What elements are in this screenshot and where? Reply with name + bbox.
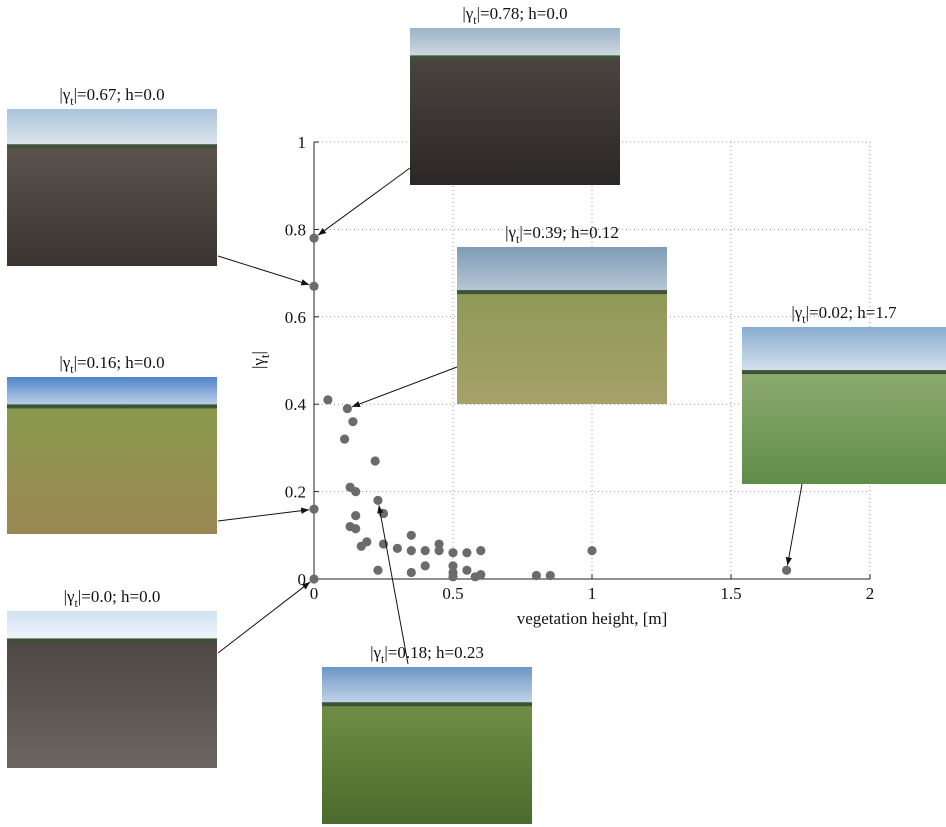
annotation-text: |=0.0; h=0.0 xyxy=(78,587,161,606)
scatter-point xyxy=(476,570,485,579)
annotation-text: |=0.18; h=0.23 xyxy=(384,643,484,662)
scatter-point xyxy=(373,566,382,575)
annotation: |γt|=0.67; h=0.0 xyxy=(7,85,309,285)
scatter-point xyxy=(343,404,352,413)
annotation-arrow xyxy=(379,505,408,664)
annotation-label: |γt|=0.02; h=1.7 xyxy=(791,303,897,326)
x-tick-label: 2 xyxy=(866,584,875,603)
photo-field xyxy=(410,59,620,185)
annotation-arrow xyxy=(218,510,309,521)
annotation-label: |γt|=0.0; h=0.0 xyxy=(64,587,161,610)
annotation-label: |γt|=0.67; h=0.0 xyxy=(59,85,164,108)
y-label-symbol: |γ xyxy=(249,358,268,369)
annotation-arrow xyxy=(218,582,310,653)
scatter-point xyxy=(448,572,457,581)
chart: vegetation height, [m] |γt| 00.511.5200.… xyxy=(0,0,946,827)
scatter-point xyxy=(476,546,485,555)
photo-field xyxy=(7,642,217,768)
scatter-point xyxy=(309,282,318,291)
annotation-symbol: |γ xyxy=(791,303,802,322)
annotation-label: |γt|=0.39; h=0.12 xyxy=(505,223,619,246)
scatter-point xyxy=(546,571,555,580)
annotation-arrow xyxy=(787,484,802,565)
annotation-label: |γt|=0.78; h=0.0 xyxy=(462,4,567,27)
annotation-label: |γt|=0.16; h=0.0 xyxy=(59,353,164,376)
scatter-point xyxy=(421,561,430,570)
scatter-point xyxy=(407,531,416,540)
annotation-symbol: |γ xyxy=(59,85,70,104)
scatter-point xyxy=(351,511,360,520)
x-tick-label: 0.5 xyxy=(442,584,463,603)
annotation-symbol: |γ xyxy=(462,4,473,23)
scatter-point xyxy=(782,566,791,575)
annotation-text: |=0.39; h=0.12 xyxy=(519,223,619,242)
x-axis-label: vegetation height, [m] xyxy=(517,609,668,628)
photo-field xyxy=(7,148,217,266)
annotation: |γt|=0.78; h=0.0 xyxy=(318,4,620,235)
scatter-point xyxy=(371,456,380,465)
annotation: |γt|=0.02; h=1.7 xyxy=(742,303,946,565)
photo-sky xyxy=(7,377,217,408)
annotation-text: |=0.78; h=0.0 xyxy=(477,4,568,23)
scatter-point xyxy=(587,546,596,555)
photo-sky xyxy=(7,109,217,148)
annotation-symbol: |γ xyxy=(64,587,75,606)
scatter-point xyxy=(340,435,349,444)
annotation-symbol: |γ xyxy=(59,353,70,372)
annotation-symbol: |γ xyxy=(370,643,381,662)
scatter-point xyxy=(407,568,416,577)
scatter-point xyxy=(357,542,366,551)
photo-sky xyxy=(7,611,217,642)
annotation-text: |=0.02; h=1.7 xyxy=(806,303,898,322)
scatter-point xyxy=(323,395,332,404)
photo-sky xyxy=(742,327,946,374)
photo-sky xyxy=(457,247,667,294)
scatter-point xyxy=(309,504,318,513)
scatter-point xyxy=(309,234,318,243)
photo-field xyxy=(7,408,217,534)
photo-field xyxy=(742,374,946,484)
annotation-arrow xyxy=(352,367,457,407)
y-tick-label: 0.6 xyxy=(285,308,306,327)
x-tick-label: 1 xyxy=(588,584,597,603)
annotation-symbol: |γ xyxy=(505,223,516,242)
scatter-point xyxy=(393,544,402,553)
scatter-point xyxy=(407,546,416,555)
scatter-point xyxy=(421,546,430,555)
x-tick-label: 0 xyxy=(310,584,319,603)
scatter-point xyxy=(351,487,360,496)
annotation: |γt|=0.16; h=0.0 xyxy=(7,353,309,534)
photo-sky xyxy=(322,667,532,706)
photo-sky xyxy=(410,28,620,59)
annotation-text: |=0.67; h=0.0 xyxy=(74,85,165,104)
annotation: |γt|=0.0; h=0.0 xyxy=(7,582,310,768)
scatter-point xyxy=(462,566,471,575)
scatter-point xyxy=(351,524,360,533)
scatter-point xyxy=(435,546,444,555)
annotation: |γt|=0.39; h=0.12 xyxy=(352,223,667,407)
y-label-end: | xyxy=(249,351,268,354)
scatter-point xyxy=(532,571,541,580)
scatter-point xyxy=(448,548,457,557)
scatter-point xyxy=(373,496,382,505)
photo-field xyxy=(457,294,667,404)
scatter-point xyxy=(462,548,471,557)
annotation-text: |=0.16; h=0.0 xyxy=(74,353,165,372)
photo-field xyxy=(322,706,532,824)
y-tick-label: 0.2 xyxy=(285,483,306,502)
x-tick-label: 1.5 xyxy=(720,584,741,603)
y-tick-label: 0.4 xyxy=(285,395,307,414)
annotation-arrow xyxy=(218,256,309,285)
y-axis-label: |γt| xyxy=(249,351,272,369)
scatter-point xyxy=(348,417,357,426)
annotation-label: |γt|=0.18; h=0.23 xyxy=(370,643,484,666)
scatter-point xyxy=(309,574,318,583)
y-tick-label: 1 xyxy=(298,133,307,152)
y-tick-label: 0.8 xyxy=(285,220,306,239)
annotation-arrow xyxy=(318,168,410,235)
